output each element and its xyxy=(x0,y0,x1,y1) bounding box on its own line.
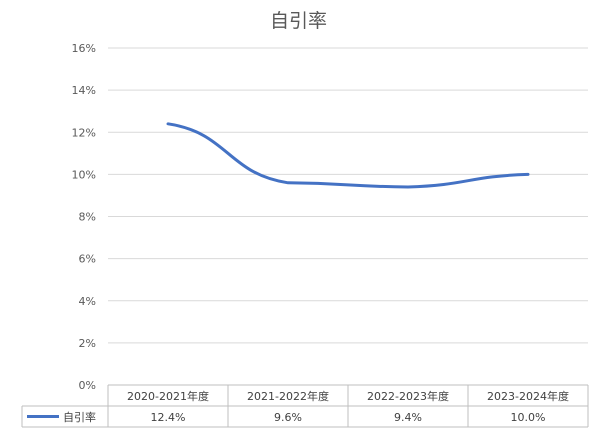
series-line-group xyxy=(166,122,530,189)
gridlines xyxy=(108,47,588,344)
y-tick-label: 8% xyxy=(79,211,96,224)
data-table: 2020-2021年度 12.4% 2021-2022年度 9.6% 2022-2023… xyxy=(21,384,589,428)
data-label: 9.6% xyxy=(274,411,302,424)
y-tick-label: 10% xyxy=(72,168,96,181)
y-tick-label: 6% xyxy=(79,253,96,266)
y-tick-label: 0% xyxy=(79,379,96,392)
y-tick-label: 12% xyxy=(72,126,96,139)
y-tick-label: 16% xyxy=(72,42,96,55)
y-tick-label: 4% xyxy=(79,295,96,308)
x-category-label: 2022-2023年度 xyxy=(367,389,449,403)
data-label: 10.0% xyxy=(511,411,546,424)
x-category-label: 2020-2021年度 xyxy=(127,389,209,403)
data-label: 9.4% xyxy=(394,411,422,424)
x-category-label: 2023-2024年度 xyxy=(487,389,569,403)
x-category-label: 2021-2022年度 xyxy=(247,389,329,403)
chart-title: 自引率 xyxy=(269,10,327,32)
y-axis: 0% 2% 4% 6% 8% 10% 12% 14% 16% xyxy=(72,42,96,392)
legend-label: 自引率 xyxy=(63,410,96,424)
y-tick-label: 14% xyxy=(72,84,96,97)
y-tick-label: 2% xyxy=(79,337,96,350)
data-label: 12.4% xyxy=(151,411,186,424)
series-line xyxy=(166,122,530,189)
